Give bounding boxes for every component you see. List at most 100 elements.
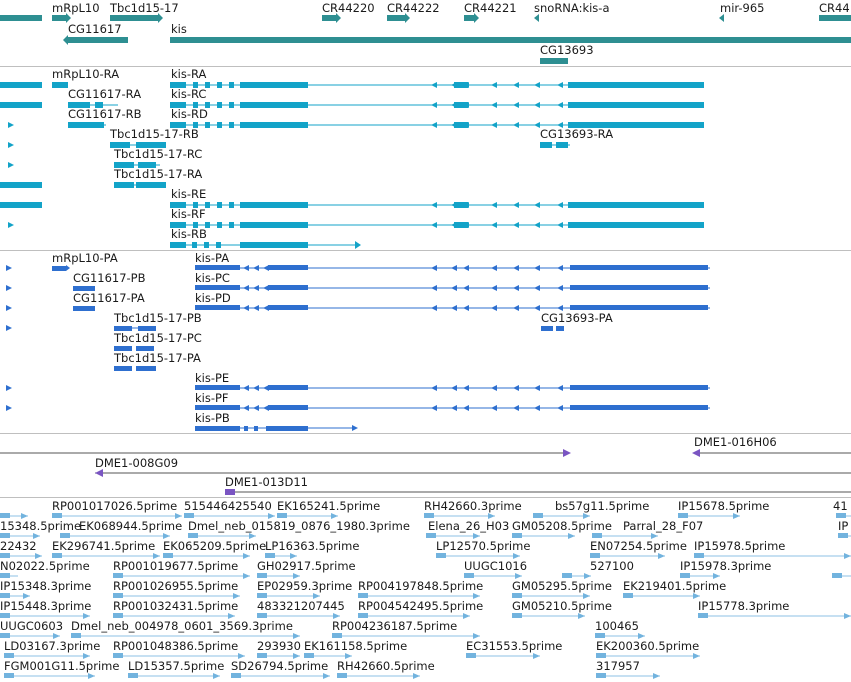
est-feature[interactable] (596, 653, 700, 659)
est-label[interactable]: GM05295.5prime (512, 579, 612, 593)
protein-label[interactable]: kis-PD (195, 291, 231, 305)
est-feature[interactable] (0, 633, 60, 639)
protein-label[interactable]: kis-PF (195, 391, 229, 405)
gene-feature[interactable]: CR44 (819, 1, 851, 21)
est-feature[interactable] (163, 553, 250, 559)
est-label[interactable]: 515446425540 (184, 499, 272, 513)
protein-label[interactable]: kis-PE (195, 371, 229, 385)
est-feature[interactable] (0, 533, 40, 539)
est-label[interactable]: 483321207445 (257, 599, 345, 613)
est-feature[interactable] (832, 573, 851, 578)
est-label[interactable]: RH42660.5prime (337, 659, 435, 673)
est-feature[interactable] (595, 633, 645, 639)
gene-feature[interactable]: CR44220 (322, 1, 375, 23)
est-label[interactable]: 527100 (590, 559, 634, 573)
protein-label[interactable]: CG11617-PA (73, 291, 145, 305)
transcript-feature[interactable] (114, 182, 166, 188)
transcript-label[interactable]: kis-RD (171, 107, 208, 121)
est-label[interactable]: RP001026955.5prime (113, 579, 238, 593)
transcript-label[interactable]: kis-RF (171, 207, 206, 221)
est-label[interactable]: IP15978.5prime (694, 539, 785, 553)
est-label[interactable]: 41 (833, 499, 848, 513)
est-label[interactable]: IP15978.3prime (680, 559, 771, 573)
est-label[interactable]: GH02917.5prime (257, 559, 356, 573)
est-label[interactable]: IP15348.3prime (0, 579, 91, 593)
gene-feature[interactable]: CR44222 (387, 1, 440, 23)
est-feature[interactable] (694, 553, 851, 559)
transcript-label[interactable]: kis-RB (171, 227, 207, 241)
est-label[interactable]: FGM001G11.5prime (4, 659, 119, 673)
est-feature[interactable] (265, 553, 297, 559)
transcript-feature[interactable] (170, 102, 704, 108)
protein-label[interactable]: CG11617-PB (73, 271, 146, 285)
gene-feature[interactable]: CG11617 (63, 22, 128, 45)
est-label[interactable]: RP004197848.5prime (358, 579, 483, 593)
est-feature[interactable] (466, 653, 540, 659)
protein-feature[interactable] (73, 306, 95, 311)
est-label[interactable]: IP15448.3prime (0, 599, 91, 613)
est-label[interactable]: 317957 (596, 659, 640, 673)
est-label[interactable]: Dmel_neb_015819_0876_1980.3prime (188, 519, 410, 533)
est-label[interactable]: RP004542495.5prime (358, 599, 483, 613)
est-label[interactable]: 22432 (0, 539, 37, 553)
est-label[interactable]: IP15678.5prime (678, 499, 769, 513)
protein-feature[interactable] (195, 265, 710, 271)
est-label[interactable]: GM05208.5prime (512, 519, 612, 533)
protein-feature[interactable] (52, 265, 70, 271)
est-label[interactable]: N02022.5prime (0, 559, 90, 573)
est-feature[interactable] (188, 533, 256, 539)
est-feature[interactable] (533, 513, 590, 519)
est-feature[interactable] (113, 613, 235, 619)
est-feature[interactable] (464, 573, 522, 579)
est-label[interactable]: EK296741.5prime (52, 539, 155, 553)
est-feature[interactable] (277, 513, 338, 519)
protein-label[interactable]: mRpL10-PA (52, 251, 118, 265)
est-feature[interactable] (71, 633, 300, 639)
est-label[interactable]: EK165241.5prime (277, 499, 380, 513)
est-label[interactable]: EK065209.5prime (163, 539, 266, 553)
est-label[interactable]: GM05210.5prime (512, 599, 612, 613)
est-feature[interactable] (60, 533, 170, 539)
est-feature[interactable] (4, 673, 95, 679)
est-feature[interactable] (0, 573, 18, 578)
protein-label[interactable]: CG13693-PA (541, 311, 613, 325)
est-feature[interactable] (592, 533, 658, 539)
bac-feature[interactable]: DME1-016H06 (692, 435, 851, 457)
protein-feature[interactable] (195, 385, 710, 391)
est-feature[interactable] (836, 513, 851, 518)
est-feature[interactable] (512, 613, 585, 619)
est-feature[interactable] (113, 593, 240, 599)
est-feature[interactable] (337, 673, 420, 679)
est-feature[interactable] (512, 533, 575, 539)
est-label[interactable]: RH42660.3prime (424, 499, 522, 513)
est-label[interactable]: RP001017026.5prime (52, 499, 177, 513)
est-label[interactable]: LP12570.5prime (436, 539, 530, 553)
est-label[interactable]: RP001019677.5prime (113, 559, 238, 573)
est-feature[interactable] (52, 553, 160, 559)
est-feature[interactable] (424, 513, 495, 519)
transcript-feature[interactable] (170, 122, 704, 128)
transcript-feature[interactable] (170, 222, 704, 228)
est-label[interactable]: LD03167.3prime (4, 639, 100, 653)
protein-feature[interactable] (195, 405, 710, 411)
gene-feature[interactable]: CR44221 (464, 1, 517, 23)
est-feature[interactable] (623, 593, 700, 599)
est-label[interactable]: 100465 (595, 619, 639, 633)
bac-feature[interactable] (0, 449, 571, 457)
est-feature[interactable] (231, 673, 330, 679)
est-label[interactable]: Elena_26_H03 (428, 519, 509, 533)
transcript-feature[interactable] (52, 82, 68, 88)
est-label[interactable]: EK068944.5prime (79, 519, 182, 533)
protein-feature[interactable] (195, 285, 710, 291)
est-feature[interactable] (596, 673, 660, 679)
transcript-feature[interactable] (540, 142, 570, 148)
est-feature[interactable] (4, 653, 90, 659)
est-label[interactable]: Dmel_neb_004978_0601_3569.3prime (71, 619, 293, 633)
transcript-label[interactable]: Tbc1d15-17-RA (113, 167, 202, 181)
est-feature[interactable] (257, 653, 300, 659)
transcript-label[interactable]: Tbc1d15-17-RB (109, 127, 199, 141)
est-feature[interactable] (257, 573, 300, 579)
transcript-feature[interactable] (170, 202, 704, 208)
est-feature[interactable] (0, 513, 28, 519)
protein-feature[interactable] (114, 326, 156, 331)
